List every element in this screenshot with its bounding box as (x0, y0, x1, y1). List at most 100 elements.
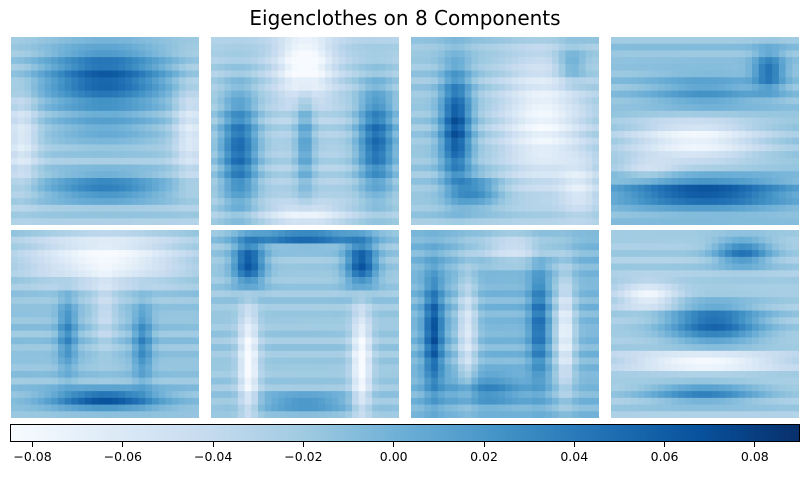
heatmap-cell (725, 50, 733, 58)
heatmap-cell (778, 211, 787, 219)
heatmap-cell (518, 90, 526, 99)
heatmap-cell (84, 90, 93, 99)
heatmap-cell (518, 70, 526, 78)
heatmap-cell (345, 384, 353, 392)
heatmap-cell (237, 384, 246, 392)
heatmap-cell (772, 151, 780, 159)
heatmap-cell (145, 184, 153, 193)
heatmap-cell (785, 37, 793, 45)
heatmap-cell (331, 364, 340, 372)
heatmap-cell (338, 297, 346, 305)
heatmap-cell (91, 297, 99, 305)
heatmap-cell (444, 198, 452, 206)
heatmap-cell (558, 97, 567, 105)
heatmap-cell (264, 344, 273, 352)
heatmap-cell (185, 77, 193, 85)
heatmap-cell (338, 157, 346, 166)
heatmap-cell (451, 70, 459, 78)
heatmap-cell (44, 236, 52, 245)
heatmap-cell (417, 124, 426, 132)
heatmap-cell (352, 57, 360, 65)
heatmap-cell (31, 211, 39, 219)
heatmap-cell (525, 290, 533, 298)
heatmap-cell (325, 97, 333, 105)
heatmap-cell (637, 97, 646, 105)
heatmap-cell (491, 230, 499, 238)
heatmap-cell (424, 84, 432, 92)
heatmap-cell (338, 283, 346, 292)
heatmap-cell (664, 191, 673, 199)
heatmap-cell (145, 137, 153, 146)
heatmap-cell (678, 218, 686, 225)
heatmap-cell (671, 144, 679, 152)
heatmap-cell (84, 151, 93, 159)
heatmap-cell (424, 137, 432, 146)
heatmap-cell (158, 191, 167, 199)
heatmap-cell (305, 290, 313, 298)
heatmap-cell (211, 377, 219, 386)
heatmap-cell (224, 377, 232, 386)
heatmap-cell (318, 84, 326, 92)
heatmap-cell (231, 77, 239, 85)
heatmap-cell (244, 204, 252, 213)
heatmap-cell (392, 324, 399, 332)
heatmap-cell (378, 191, 387, 199)
heatmap-cell (291, 57, 299, 65)
heatmap-cell (578, 97, 587, 105)
heatmap-cell (158, 230, 167, 238)
heatmap-cell (37, 90, 46, 99)
heatmap-cell (484, 230, 493, 238)
heatmap-cell (378, 70, 387, 78)
heatmap-cell (565, 256, 573, 265)
heatmap-cell (731, 164, 740, 172)
heatmap-cell (298, 297, 306, 305)
heatmap-cell (731, 90, 740, 99)
heatmap-cell (572, 204, 580, 213)
heatmap-cell (258, 37, 266, 45)
heatmap-cell (264, 211, 273, 219)
heatmap-cell (411, 144, 419, 152)
heatmap-cell (338, 104, 346, 112)
heatmap-cell (345, 144, 353, 152)
heatmap-cell (231, 171, 239, 179)
heatmap-cell (44, 310, 52, 318)
heatmap-cell (611, 144, 619, 152)
heatmap-cell (11, 191, 19, 199)
heatmap-cell (192, 124, 199, 132)
heatmap-cell (58, 171, 66, 179)
heatmap-cell (345, 324, 353, 332)
heatmap-cell (31, 157, 39, 166)
heatmap-cell (531, 157, 540, 166)
heatmap-cell (224, 324, 232, 332)
heatmap-cell (44, 303, 52, 312)
heatmap-cell (145, 270, 153, 278)
heatmap-cell (172, 43, 180, 52)
heatmap-cell (31, 250, 39, 258)
heatmap-cell (24, 250, 32, 258)
heatmap-cell (411, 57, 419, 65)
heatmap-cell (617, 184, 626, 193)
heatmap-cell (684, 117, 693, 125)
heatmap-cell (352, 198, 360, 206)
heatmap-cell (251, 290, 259, 298)
heatmap-cell (264, 144, 273, 152)
heatmap-cell (624, 171, 632, 179)
heatmap-cell (664, 37, 673, 45)
heatmap-cell (792, 117, 799, 125)
heatmap-cell (592, 84, 599, 92)
heatmap-cell (231, 250, 239, 258)
heatmap-cell (458, 124, 466, 132)
heatmap-cell (417, 151, 426, 159)
heatmap-cell (91, 324, 99, 332)
heatmap-cell (105, 124, 113, 132)
heatmap-cell (644, 124, 652, 132)
heatmap-cell (71, 377, 79, 386)
heatmap-cell (378, 230, 387, 238)
heatmap-cell (611, 184, 619, 193)
heatmap-cell (84, 371, 93, 379)
heatmap-cell (725, 57, 733, 65)
heatmap-cell (105, 178, 113, 186)
heatmap-cell (491, 164, 499, 172)
heatmap-cell (224, 411, 232, 418)
heatmap-cell (611, 97, 619, 105)
